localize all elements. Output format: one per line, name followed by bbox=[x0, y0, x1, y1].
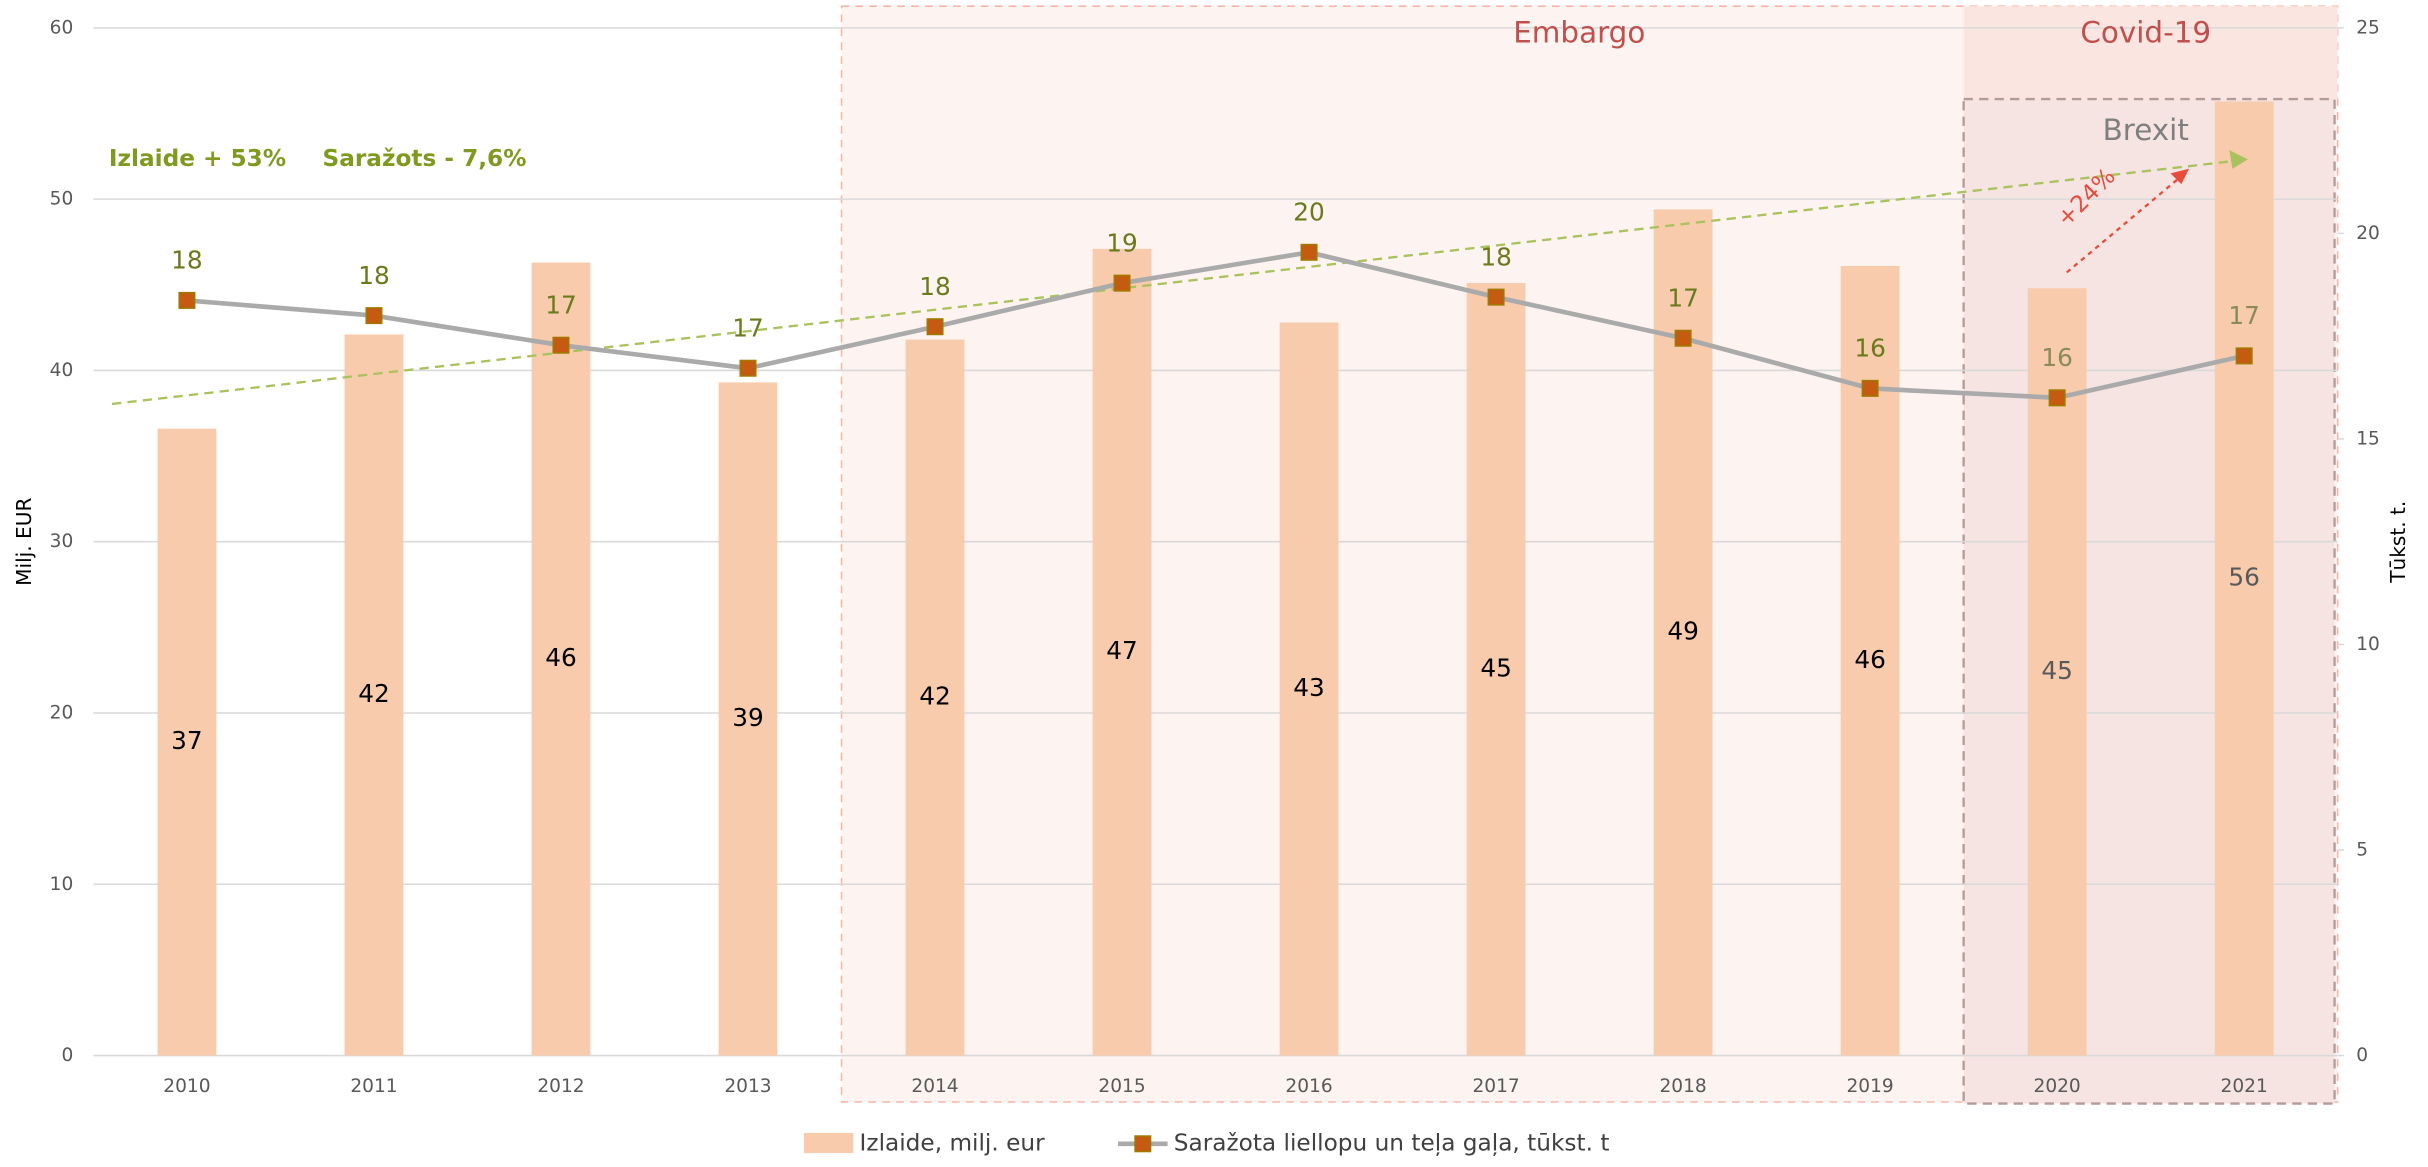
bar-label: 56 bbox=[2228, 563, 2260, 592]
annotation: Covid-19 bbox=[2080, 16, 2211, 50]
line-label: 18 bbox=[358, 261, 390, 290]
bar bbox=[905, 339, 965, 1056]
line-marker bbox=[1674, 329, 1692, 347]
annotation: Izlaide + 53% bbox=[109, 145, 286, 172]
bar bbox=[1653, 209, 1713, 1056]
legend-marker bbox=[1134, 1135, 1152, 1153]
x-tick-label: 2019 bbox=[1846, 1076, 1893, 1097]
y2-tick-label: 15 bbox=[2356, 428, 2380, 449]
bar-label: 46 bbox=[545, 643, 577, 672]
line-marker bbox=[1487, 288, 1505, 306]
x-tick-label: 2011 bbox=[350, 1076, 397, 1097]
x-tick-label: 2017 bbox=[1472, 1076, 1519, 1097]
line-marker bbox=[1861, 379, 1879, 397]
bar-label: 47 bbox=[1106, 636, 1138, 665]
x-tick-label: 2010 bbox=[163, 1076, 210, 1097]
y-tick-label: 20 bbox=[50, 702, 74, 723]
bar bbox=[2027, 288, 2087, 1056]
y2-axis-title: Tūkst. t. bbox=[2386, 501, 2410, 584]
bar bbox=[157, 428, 217, 1056]
line-label: 17 bbox=[1667, 284, 1699, 313]
annotation: Saražots - 7,6% bbox=[322, 145, 526, 172]
growth-arrow bbox=[2066, 174, 2184, 274]
line-marker bbox=[178, 291, 196, 309]
line-marker bbox=[926, 318, 944, 336]
legend-swatch bbox=[803, 1132, 854, 1154]
bar-label: 46 bbox=[1854, 645, 1886, 674]
line-marker bbox=[1113, 274, 1131, 292]
x-tick-label: 2020 bbox=[2034, 1076, 2081, 1097]
line-label: 20 bbox=[1293, 198, 1325, 227]
bar bbox=[718, 382, 778, 1056]
trend-line bbox=[111, 158, 2249, 406]
y-tick-label: 10 bbox=[50, 874, 74, 895]
bar-label: 45 bbox=[1480, 653, 1511, 682]
line-label: 17 bbox=[545, 291, 577, 320]
y-tick-label: 30 bbox=[50, 531, 74, 552]
bar-label: 39 bbox=[732, 703, 764, 732]
line-label: 16 bbox=[2041, 343, 2072, 372]
x-tick-label: 2018 bbox=[1659, 1076, 1706, 1097]
line-label: 17 bbox=[732, 314, 764, 343]
bar-label: 42 bbox=[919, 682, 950, 711]
line-marker bbox=[1300, 243, 1318, 261]
y-tick-label: 40 bbox=[50, 360, 74, 381]
bar bbox=[1466, 283, 1526, 1056]
y-tick-label: 0 bbox=[61, 1045, 73, 1066]
bar-label: 42 bbox=[358, 679, 390, 708]
bar-label: 37 bbox=[171, 726, 203, 755]
line-label: 19 bbox=[1106, 228, 1138, 257]
bar-label: 43 bbox=[1293, 673, 1325, 702]
line-marker bbox=[2235, 347, 2253, 365]
y2-tick-label: 10 bbox=[2356, 634, 2380, 655]
x-tick-label: 2014 bbox=[911, 1076, 958, 1097]
y-tick-label: 60 bbox=[50, 17, 74, 38]
growth-arrowhead bbox=[2170, 168, 2190, 185]
line-label: 17 bbox=[2228, 301, 2260, 330]
line bbox=[186, 249, 2245, 401]
x-tick-label: 2016 bbox=[1285, 1076, 1332, 1097]
x-tick-label: 2012 bbox=[537, 1076, 584, 1097]
line-label: 18 bbox=[1480, 242, 1511, 271]
line-marker bbox=[2048, 389, 2066, 407]
x-tick-label: 2013 bbox=[724, 1076, 771, 1097]
line-label: 16 bbox=[1854, 334, 1886, 363]
bar bbox=[344, 334, 404, 1056]
bar-label: 45 bbox=[2041, 656, 2072, 685]
bar-label: 49 bbox=[1667, 616, 1699, 645]
bar bbox=[2214, 101, 2274, 1056]
line-marker bbox=[739, 359, 757, 377]
y2-tick-label: 5 bbox=[2356, 840, 2368, 861]
legend-label: Izlaide, milj. eur bbox=[860, 1129, 1046, 1156]
line-label: 18 bbox=[919, 272, 950, 301]
covid-region bbox=[1963, 6, 2338, 100]
bar bbox=[1092, 248, 1152, 1056]
annotation: Embargo bbox=[1513, 16, 1645, 50]
bar bbox=[531, 262, 591, 1056]
x-tick-label: 2015 bbox=[1098, 1076, 1145, 1097]
brexit-region bbox=[1962, 97, 2336, 1105]
line-marker bbox=[365, 307, 383, 325]
annotation: Brexit bbox=[2103, 113, 2189, 147]
y-axis-title: Milj. EUR bbox=[12, 498, 36, 586]
x-tick-label: 2021 bbox=[2221, 1076, 2268, 1097]
trend-arrow bbox=[2229, 150, 2248, 169]
y-tick-label: 50 bbox=[50, 189, 74, 210]
bar bbox=[1840, 265, 1900, 1056]
legend-label: Saražota liellopu un teļa gaļa, tūkst. t bbox=[1174, 1129, 1610, 1156]
line-label: 18 bbox=[171, 246, 203, 275]
y2-tick-label: 25 bbox=[2356, 17, 2380, 38]
y2-tick-label: 0 bbox=[2356, 1045, 2368, 1066]
line-marker bbox=[552, 336, 570, 354]
y2-tick-label: 20 bbox=[2356, 223, 2380, 244]
bar bbox=[1279, 322, 1339, 1056]
